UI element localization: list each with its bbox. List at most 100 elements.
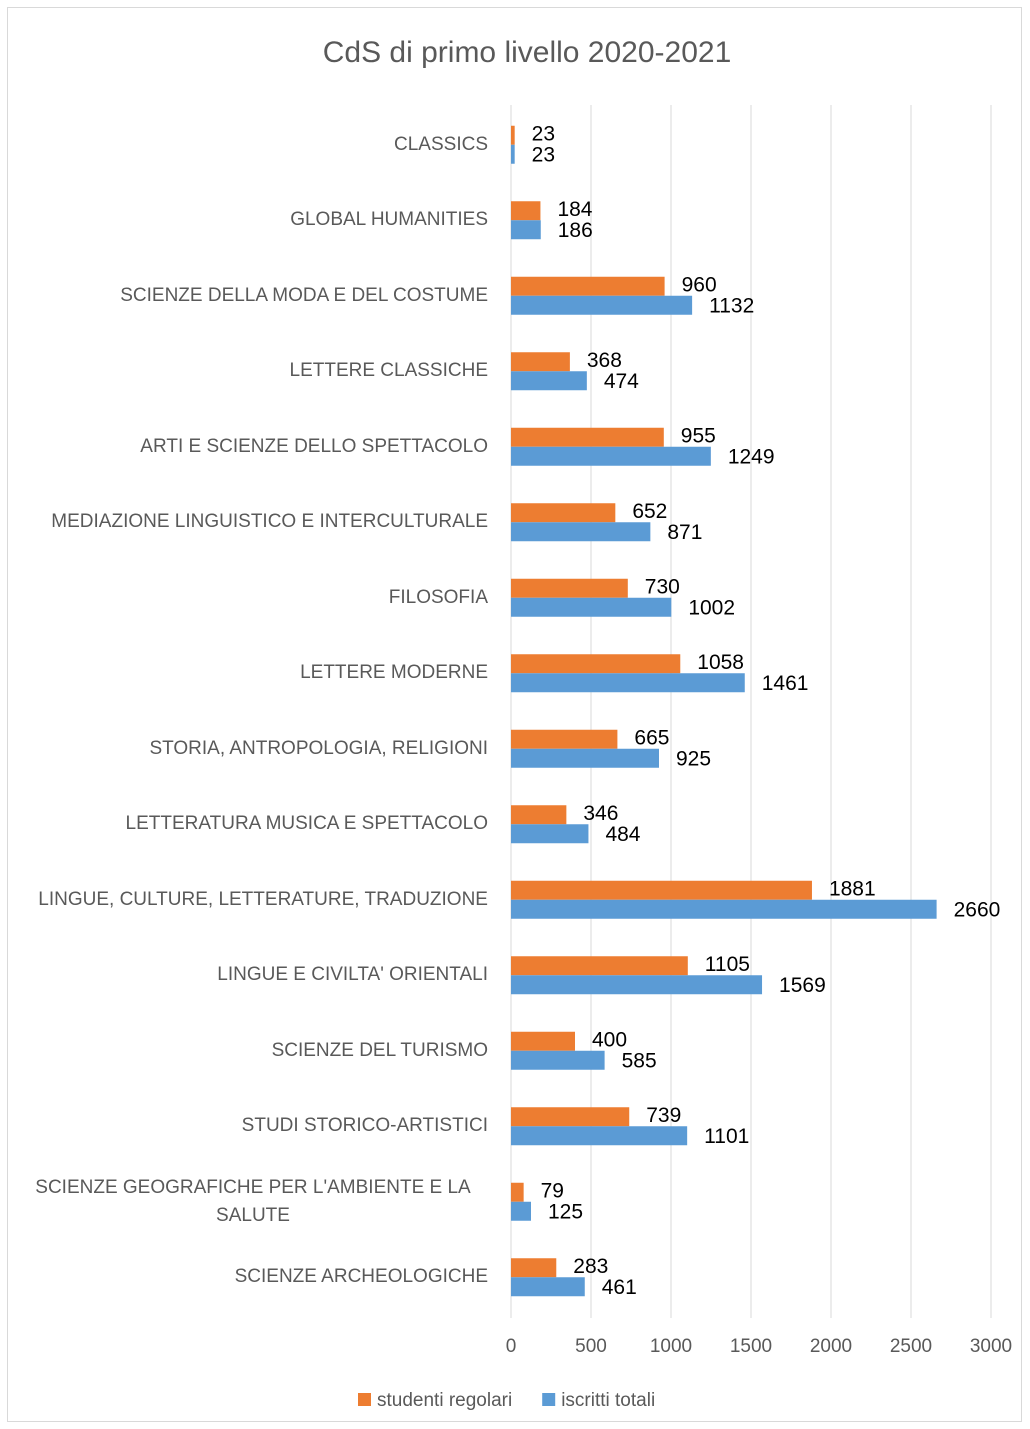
bar bbox=[511, 371, 587, 391]
data-label: 1058 bbox=[697, 651, 744, 674]
x-tick-label: 500 bbox=[575, 1336, 607, 1357]
data-label: 23 bbox=[532, 122, 555, 145]
data-label: 1881 bbox=[829, 877, 876, 900]
category-label-box: SCIENZE DEL TURISMO bbox=[18, 1011, 488, 1091]
category-label-box: LINGUE E CIVILTA' ORIENTALI bbox=[18, 935, 488, 1015]
category-label-box: LETTERATURA MUSICA E SPETTACOLO bbox=[18, 784, 488, 864]
legend-label: iscritti totali bbox=[561, 1390, 655, 1411]
data-label: 1101 bbox=[704, 1125, 749, 1148]
bar bbox=[511, 1107, 630, 1127]
bar bbox=[511, 1050, 605, 1070]
x-tick-label: 2500 bbox=[890, 1336, 932, 1357]
category-label-box: LINGUE, CULTURE, LETTERATURE, TRADUZIONE bbox=[18, 860, 488, 940]
bar bbox=[511, 824, 589, 844]
category-label-box: STORIA, ANTROPOLOGIA, RELIGIONI bbox=[18, 709, 488, 789]
bar bbox=[511, 201, 541, 221]
data-label: 871 bbox=[667, 521, 702, 544]
legend-swatch bbox=[358, 1393, 371, 1406]
bar bbox=[511, 522, 651, 542]
data-label: 925 bbox=[676, 747, 711, 770]
y-tick-label: LETTERE CLASSICHE bbox=[289, 360, 489, 382]
y-tick-label: SCIENZE GEOGRAFICHE PER L'AMBIENTE E LA … bbox=[35, 1176, 471, 1226]
y-tick-label: SCIENZE DELLA MODA E DEL COSTUME bbox=[120, 284, 488, 306]
bar bbox=[511, 446, 711, 466]
y-tick-label: STORIA, ANTROPOLOGIA, RELIGIONI bbox=[149, 737, 488, 759]
data-label: 474 bbox=[604, 370, 639, 393]
bar bbox=[511, 1126, 688, 1146]
bar bbox=[511, 975, 763, 995]
bar bbox=[511, 125, 515, 145]
category-label-box: STUDI STORICO-ARTISTICI bbox=[18, 1086, 488, 1166]
data-label: 1002 bbox=[688, 596, 735, 619]
x-tick-label: 1000 bbox=[650, 1336, 692, 1357]
y-tick-label: LETTERATURA MUSICA E SPETTACOLO bbox=[125, 813, 488, 835]
bar bbox=[511, 1258, 557, 1278]
bar bbox=[511, 654, 681, 674]
data-label: 184 bbox=[557, 198, 592, 221]
y-tick-label: LINGUE, CULTURE, LETTERATURE, TRADUZIONE bbox=[38, 888, 488, 910]
data-label: 739 bbox=[646, 1104, 681, 1127]
bar bbox=[511, 220, 541, 240]
chart-title: CdS di primo livello 2020-2021 bbox=[323, 36, 732, 69]
data-label: 186 bbox=[558, 219, 593, 242]
data-label: 2660 bbox=[954, 898, 1001, 921]
category-label-box: GLOBAL HUMANITIES bbox=[18, 180, 488, 260]
y-tick-label: LINGUE E CIVILTA' ORIENTALI bbox=[217, 964, 488, 986]
bar bbox=[511, 503, 616, 523]
data-label: 955 bbox=[681, 424, 716, 447]
bar bbox=[511, 1201, 531, 1221]
y-tick-label: SCIENZE DEL TURISMO bbox=[271, 1039, 488, 1061]
category-label-box: MEDIAZIONE LINGUISTICO E INTERCULTURALE bbox=[18, 482, 488, 562]
bar bbox=[511, 956, 688, 976]
legend-swatch bbox=[542, 1393, 556, 1406]
bar bbox=[511, 352, 570, 372]
bar bbox=[511, 276, 665, 296]
data-label: 665 bbox=[634, 726, 669, 749]
category-label-box: ARTI E SCIENZE DELLO SPETTACOLO bbox=[18, 407, 488, 487]
bar bbox=[511, 578, 628, 598]
y-tick-label: SCIENZE ARCHEOLOGICHE bbox=[234, 1266, 488, 1288]
data-label: 585 bbox=[622, 1049, 657, 1072]
bar bbox=[511, 748, 659, 768]
bar bbox=[511, 427, 664, 447]
bar bbox=[511, 899, 937, 919]
bar bbox=[511, 729, 618, 749]
y-tick-label: ARTI E SCIENZE DELLO SPETTACOLO bbox=[140, 435, 488, 457]
bar bbox=[511, 1277, 585, 1297]
data-label: 346 bbox=[583, 802, 618, 825]
category-label-box: FILOSOFIA bbox=[18, 558, 488, 638]
x-tick-label: 0 bbox=[506, 1336, 517, 1357]
category-label-box: SCIENZE DELLA MODA E DEL COSTUME bbox=[18, 256, 488, 336]
data-label: 1249 bbox=[728, 445, 775, 468]
data-label: 368 bbox=[587, 349, 622, 372]
data-label: 125 bbox=[548, 1200, 583, 1223]
category-label-box: SCIENZE ARCHEOLOGICHE bbox=[18, 1237, 488, 1317]
data-label: 283 bbox=[573, 1255, 608, 1278]
data-label: 79 bbox=[541, 1179, 564, 1202]
data-label: 652 bbox=[632, 500, 667, 523]
bar bbox=[511, 144, 515, 164]
data-label: 23 bbox=[532, 143, 555, 166]
x-tick-label: 3000 bbox=[970, 1336, 1012, 1357]
bar bbox=[511, 597, 672, 617]
bar bbox=[511, 295, 693, 315]
y-tick-label: GLOBAL HUMANITIES bbox=[290, 209, 488, 231]
data-label: 730 bbox=[645, 575, 680, 598]
data-label: 461 bbox=[602, 1276, 637, 1299]
y-tick-label: LETTERE MODERNE bbox=[300, 662, 488, 684]
bar bbox=[511, 880, 812, 900]
x-tick-label: 1500 bbox=[730, 1336, 772, 1357]
data-label: 1569 bbox=[779, 974, 826, 997]
category-label-box: LETTERE CLASSICHE bbox=[18, 331, 489, 411]
data-label: 1132 bbox=[709, 294, 754, 317]
category-label-box: SCIENZE GEOGRAFICHE PER L'AMBIENTE E LA … bbox=[18, 1162, 488, 1242]
category-label-box: LETTERE MODERNE bbox=[18, 633, 488, 713]
data-label: 1105 bbox=[705, 953, 750, 976]
y-tick-label: CLASSICS bbox=[394, 133, 488, 155]
bar bbox=[511, 805, 567, 825]
data-label: 1461 bbox=[762, 672, 809, 695]
bar bbox=[511, 1031, 575, 1051]
data-label: 960 bbox=[682, 273, 717, 296]
